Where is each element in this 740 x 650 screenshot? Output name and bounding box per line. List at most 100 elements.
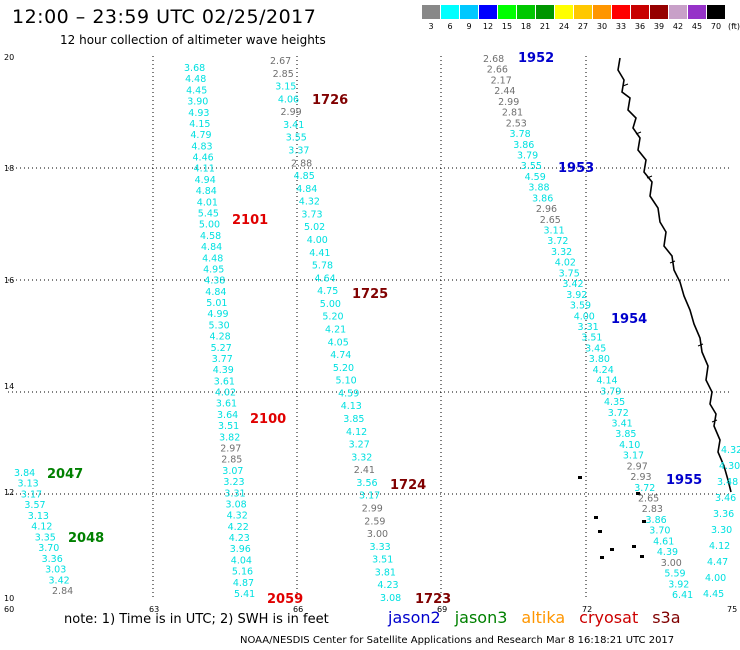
swh-value: 4.95: [203, 264, 224, 275]
swh-value: 4.05: [328, 337, 349, 348]
swh-value: 3.17: [623, 451, 644, 462]
swh-value: 4.48: [185, 74, 206, 85]
swh-value: 3.33: [370, 542, 391, 553]
swh-value: 3.11: [544, 226, 565, 237]
legend-label: 9: [466, 22, 472, 31]
swh-value: 3.36: [42, 554, 63, 565]
swh-value: 3.51: [218, 421, 239, 432]
swh-value: 3.86: [646, 515, 667, 526]
swh-value: 3.51: [581, 333, 602, 344]
swh-value: 3.72: [608, 408, 629, 419]
swh-value: 2.83: [642, 504, 663, 515]
swh-value: 3.61: [214, 376, 235, 387]
legend-label: 33: [615, 22, 627, 31]
swh-value: 3.17: [359, 491, 380, 502]
swh-value: 4.83: [191, 141, 212, 152]
swh-value: 4.84: [201, 242, 222, 253]
swh-value: 3.86: [513, 140, 534, 151]
swh-value: 3.64: [217, 410, 238, 421]
swh-value: 3.79: [517, 151, 538, 162]
swh-value: 3.68: [184, 63, 205, 74]
swh-value: 3.08: [380, 593, 401, 604]
swh-value: 4.14: [596, 376, 617, 387]
sat-s3a: s3a: [652, 608, 681, 627]
swh-value: 2.17: [491, 75, 512, 86]
legend-label: 27: [577, 22, 589, 31]
swh-value: 3.92: [566, 290, 587, 301]
swh-value: 4.84: [205, 287, 226, 298]
pass-2047: 2047: [47, 467, 83, 482]
pass-2048: 2048: [68, 531, 104, 546]
swh-value: 2.97: [220, 444, 241, 455]
chart-subtitle: 12 hour collection of altimeter wave hei…: [60, 33, 326, 47]
lat-tick: 18: [4, 164, 14, 173]
swh-value: 4.59: [525, 172, 546, 183]
swh-value: 3.32: [351, 452, 372, 463]
swh-value: 4.12: [31, 522, 52, 533]
coastline: [578, 57, 732, 559]
swh-value: 2.97: [627, 461, 648, 472]
legend-swatch: [707, 5, 725, 19]
swh-value: 3.31: [578, 322, 599, 333]
pass-1724: 1724: [390, 478, 426, 493]
swh-value: 2.88: [291, 158, 312, 169]
swh-value: 3.55: [286, 133, 307, 144]
swh-value: 3.46: [715, 493, 736, 504]
legend-label: 36: [634, 22, 646, 31]
legend-swatch: [688, 5, 706, 19]
swh-value: 4.58: [200, 231, 221, 242]
swh-value: 4.94: [195, 175, 216, 186]
swh-value: 3.96: [230, 544, 251, 555]
swh-value: 4.22: [228, 522, 249, 533]
swh-value: 3.42: [49, 575, 70, 586]
swh-value: 4.00: [705, 573, 726, 584]
swh-value: 4.13: [341, 401, 362, 412]
swh-value: 3.77: [212, 354, 233, 365]
swh-value: 4.32: [721, 445, 740, 456]
swh-value: 3.80: [589, 354, 610, 365]
legend-label: 24: [558, 22, 570, 31]
swh-value: 4.23: [377, 580, 398, 591]
swh-value: 4.30: [719, 461, 740, 472]
lon-tick: 66: [293, 605, 303, 614]
swh-value: 3.51: [372, 555, 393, 566]
swh-value: 4.11: [194, 164, 215, 175]
swh-value: 3.78: [510, 129, 531, 140]
swh-value: 3.35: [35, 532, 56, 543]
swh-value: 4.48: [202, 253, 223, 264]
swh-value: 3.36: [713, 509, 734, 520]
swh-value: 2.68: [483, 54, 504, 65]
swh-value: 3.59: [570, 301, 591, 312]
swh-value: 4.87: [233, 578, 254, 589]
swh-value: 4.35: [604, 397, 625, 408]
pass-1726: 1726: [312, 93, 348, 108]
legend-swatch: [631, 5, 649, 19]
lat-tick: 12: [4, 488, 14, 497]
swh-value: 5.30: [209, 320, 230, 331]
swh-value: 4.24: [593, 365, 614, 376]
legend-label: 39: [653, 22, 665, 31]
swh-value: 3.92: [668, 579, 689, 590]
swh-value: 2.99: [362, 504, 383, 515]
swh-value: 5.59: [664, 569, 685, 580]
swh-value: 3.61: [216, 399, 237, 410]
pass-2100: 2100: [250, 412, 286, 427]
swh-value: 3.84: [14, 468, 35, 479]
swh-value: 4.61: [653, 536, 674, 547]
swh-value: 2.99: [498, 97, 519, 108]
swh-value: 4.21: [325, 325, 346, 336]
swh-value: 3.32: [551, 247, 572, 258]
swh-value: 2.53: [506, 118, 527, 129]
swh-value: 4.02: [555, 258, 576, 269]
swh-value: 3.30: [711, 525, 732, 536]
swh-value: 4.59: [338, 388, 359, 399]
swh-value: 3.56: [356, 478, 377, 489]
legend-swatch: [517, 5, 535, 19]
swh-value: 3.17: [21, 490, 42, 501]
swh-value: 4.41: [309, 248, 330, 259]
swh-value: 3.37: [288, 146, 309, 157]
lon-tick: 72: [582, 605, 592, 614]
swh-value: 2.66: [487, 65, 508, 76]
swh-value: 4.01: [197, 197, 218, 208]
